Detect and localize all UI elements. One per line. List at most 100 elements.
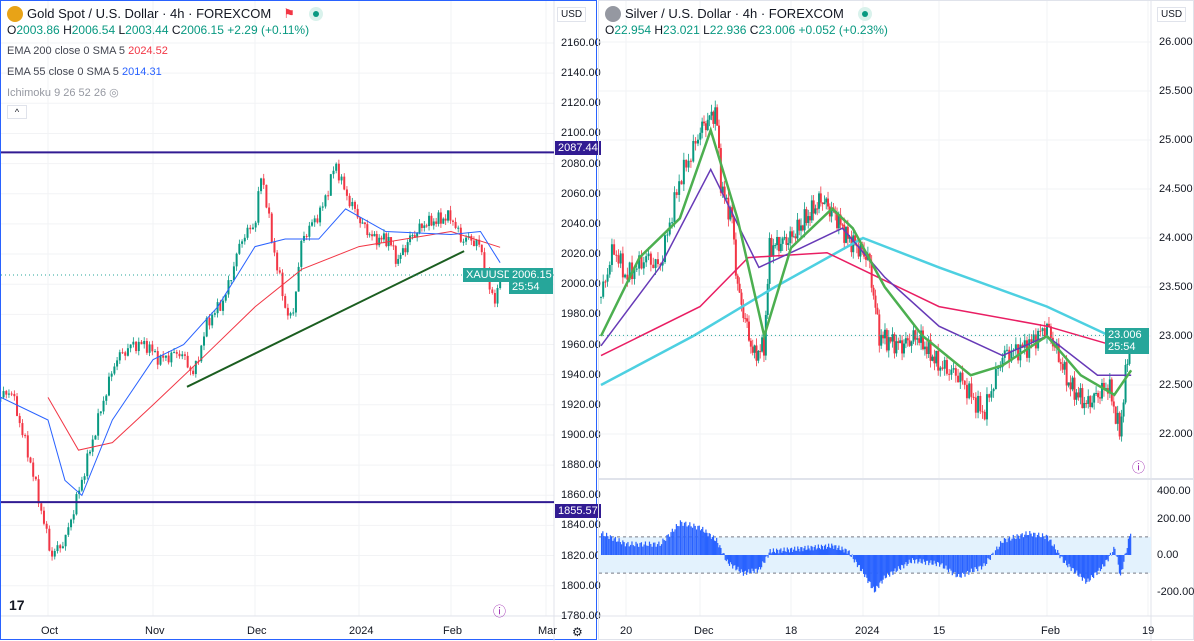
oscillator-bar [813, 550, 814, 555]
oscillator-bar [880, 555, 881, 581]
oscillator-bar [673, 532, 674, 555]
ema55-legend[interactable]: EMA 55 close 0 SMA 5 2014.31 [7, 64, 323, 80]
silver-candle [1113, 401, 1115, 406]
silver-candle [791, 231, 793, 236]
oscillator-bar [1060, 555, 1061, 556]
oscillator-bar [922, 555, 923, 564]
silver-candle [645, 256, 647, 262]
oscillator-bar [883, 555, 884, 580]
silver-candle [1125, 365, 1127, 403]
gold-candle [407, 242, 409, 252]
silver-candle [888, 337, 890, 350]
gold-candle [222, 301, 224, 311]
gold-candle [21, 423, 23, 435]
oscillator-bar [782, 551, 783, 555]
silver-title[interactable]: Silver / U.S. Dollar · 4h · FOREXCOM [625, 6, 844, 22]
silver-candle [709, 116, 711, 120]
oscillator-bar [938, 555, 939, 563]
oscillator-bar [826, 549, 827, 555]
oscillator-bar [717, 543, 718, 555]
oscillator-bar [658, 542, 659, 555]
gold-candle [271, 214, 273, 242]
gold-candle [8, 394, 10, 395]
oscillator-bar [991, 554, 992, 555]
gold-candle [279, 270, 281, 272]
oscillator-bar [1038, 533, 1039, 555]
silver-chart-canvas[interactable] [599, 1, 1194, 641]
gold-candle [127, 348, 129, 356]
oscillator-bar [680, 520, 681, 555]
gold-candle [265, 185, 267, 208]
silver-candle [955, 368, 957, 376]
oscillator-bar [958, 555, 959, 574]
gold-candle [419, 224, 421, 233]
oscillator-bar [756, 555, 757, 569]
oscillator-bar [827, 547, 828, 555]
silver-currency[interactable]: USD [1157, 7, 1186, 22]
oscillator-bar [1103, 555, 1104, 567]
silver-candle [737, 276, 739, 284]
oscillator-bar [1105, 555, 1106, 560]
silver-candle [697, 140, 699, 144]
silver-candle [825, 199, 827, 203]
gold-chart-pane[interactable]: Gold Spot / U.S. Dollar · 4h · FOREXCOM ⚑… [0, 0, 597, 640]
oscillator-bar [1030, 534, 1031, 555]
price-tick: 2080.00 [561, 158, 601, 170]
silver-candle [699, 133, 701, 140]
gold-candle [67, 527, 69, 535]
silver-candle [683, 160, 685, 184]
hidden-eye-icon[interactable]: ◎ [109, 87, 119, 99]
silver-candle [822, 203, 824, 205]
settings-gear-icon[interactable]: ⚙ [572, 625, 583, 639]
gold-candle [168, 356, 170, 363]
oscillator-bar [1005, 539, 1006, 555]
oscillator-bar [697, 526, 698, 555]
silver-candle [948, 374, 950, 375]
gold-candle [426, 225, 428, 226]
gold-candle [383, 233, 385, 239]
lightning-icon[interactable]: ⓘ [1132, 457, 1145, 476]
oscillator-bar [919, 555, 920, 559]
oscillator-bar [660, 546, 661, 555]
oscillator-bar [807, 545, 808, 555]
gold-candle [260, 178, 262, 191]
silver-candle [776, 237, 778, 245]
oscillator-bar [953, 555, 954, 573]
oscillator-bar [911, 555, 912, 563]
oscillator-bar [862, 555, 863, 569]
silver-candle [666, 235, 668, 236]
gold-currency[interactable]: USD [557, 7, 586, 22]
oscillator-bar [731, 555, 732, 564]
gold-candle [395, 246, 397, 264]
oscillator-bar [703, 532, 704, 555]
gold-title[interactable]: Gold Spot / U.S. Dollar · 4h · FOREXCOM [27, 6, 271, 22]
gold-candle [351, 202, 353, 206]
silver-candle [823, 202, 825, 204]
price-tick: 1880.00 [561, 459, 601, 471]
ema200-legend[interactable]: EMA 200 close 0 SMA 5 2024.52 [7, 43, 323, 59]
gold-candle [338, 164, 340, 181]
flag-icon[interactable]: ⚑ [283, 6, 295, 22]
oscillator-bar [681, 522, 682, 555]
ichimoku-legend[interactable]: Ichimoku 9 26 52 26 ◎ [7, 85, 323, 101]
oscillator-bar [743, 555, 744, 576]
silver-candle [813, 200, 815, 213]
oscillator-bar [713, 535, 714, 555]
price-tick: 1940.00 [561, 369, 601, 381]
oscillator-bar [971, 555, 972, 569]
oscillator-bar [863, 555, 864, 574]
oscillator-bar [990, 555, 991, 560]
oscillator-bar [886, 555, 887, 578]
silver-chart-pane[interactable]: Silver / U.S. Dollar · 4h · FOREXCOM O22… [598, 0, 1194, 640]
silver-candle [946, 360, 948, 374]
lightning-icon[interactable]: ⓘ [493, 601, 506, 620]
silver-candle [841, 225, 843, 226]
tradingview-logo[interactable]: 17 [9, 597, 25, 613]
oscillator-bar [923, 555, 924, 559]
gold-candle [378, 238, 380, 245]
collapse-legend-button[interactable]: ^ [7, 105, 27, 119]
oscillator-bar [884, 555, 885, 576]
silver-candle [1077, 392, 1079, 397]
oscillator-bar [684, 523, 685, 555]
gold-candle [322, 206, 324, 207]
